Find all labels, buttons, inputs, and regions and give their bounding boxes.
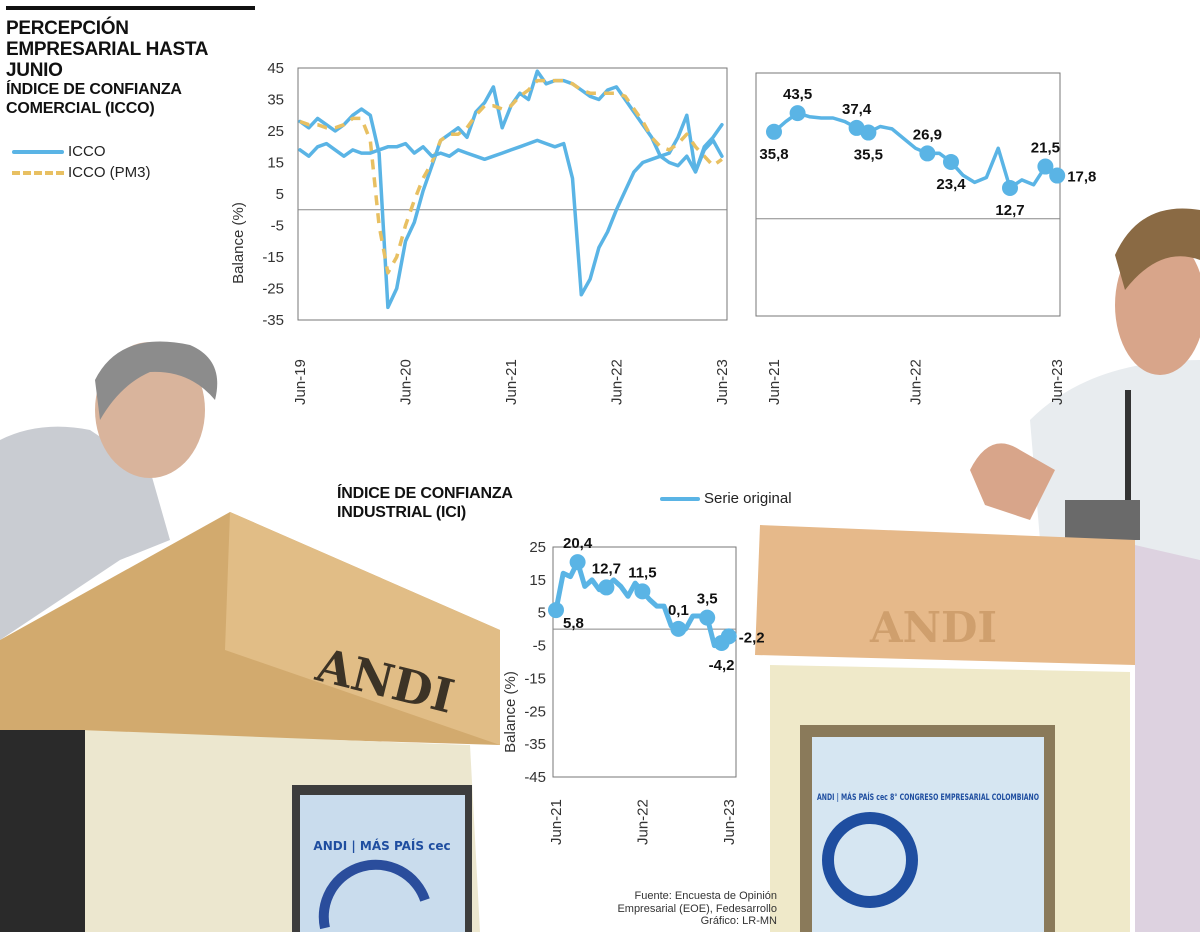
left-speaker-photo: ANDI ANDI | MÁS PAÍS cec (0, 341, 500, 932)
right-podium-logo: ANDI (869, 603, 997, 652)
data-point (860, 124, 877, 141)
y-tick-label: 5 (276, 186, 284, 203)
data-label: 20,4 (563, 535, 593, 552)
data-label: -2,2 (739, 629, 765, 646)
x-tick-label: Jun-22 (634, 799, 651, 845)
y-tick-label: -5 (533, 638, 546, 655)
x-tick-label: Jun-22 (608, 359, 625, 405)
y-tick-label: 15 (529, 572, 546, 589)
data-point (919, 145, 936, 162)
y-tick-label: -45 (524, 769, 546, 786)
data-point (766, 123, 782, 140)
x-tick-label: Jun-20 (397, 359, 414, 405)
y-axis-label: Balance (%) (230, 202, 247, 284)
x-tick-label: Jun-21 (503, 359, 520, 405)
data-label: 17,8 (1067, 169, 1096, 186)
y-tick-label: -25 (262, 281, 284, 298)
legend-ici: Serie original (660, 490, 792, 507)
right-podium-top (755, 525, 1135, 665)
source-line: Empresarial (EOE), Fedesarrollo (617, 902, 777, 915)
x-tick-label: Jun-21 (548, 799, 565, 845)
y-tick-label: -15 (524, 670, 546, 687)
y-axis-label: Balance (%) (502, 671, 519, 753)
source-line: Gráfico: LR-MN (700, 915, 777, 927)
legend-solid-swatch (12, 149, 64, 154)
data-label: 23,4 (936, 176, 966, 193)
data-label: 12,7 (995, 202, 1024, 219)
data-point (699, 609, 716, 626)
x-tick-label: Jun-21 (766, 359, 783, 405)
y-tick-label: 25 (529, 539, 546, 556)
data-point (943, 153, 959, 170)
y-tick-label: 35 (267, 92, 284, 109)
y-tick-label: 45 (267, 60, 284, 77)
data-point (1002, 179, 1018, 196)
legend-icco-pm3: ICCO (PM3) (12, 164, 151, 181)
data-label: 12,7 (592, 560, 621, 577)
y-tick-label: 5 (538, 605, 546, 622)
legend-label: ICCO (68, 143, 106, 160)
data-label: 0,1 (668, 602, 689, 619)
x-tick-label: Jun-23 (721, 799, 738, 845)
page-title: PERCEPCIÓN EMPRESARIAL HASTA JUNIO (6, 18, 208, 81)
ici-title: ÍNDICE DE CONFIANZA INDUSTRIAL (ICI) (337, 485, 513, 521)
legend-solid-swatch (660, 496, 700, 501)
data-label: 21,5 (1031, 140, 1060, 157)
series-line-icco-serie-2 (298, 138, 724, 297)
legend-label: ICCO (PM3) (68, 164, 151, 181)
data-label: 5,8 (563, 615, 584, 632)
legend-icco: ICCO (12, 143, 106, 160)
y-tick-label: -35 (262, 312, 284, 329)
y-tick-label: 25 (267, 123, 284, 140)
data-point (598, 579, 615, 596)
plot-frame (297, 67, 728, 321)
y-tick-label: -25 (524, 703, 546, 720)
x-tick-label: Jun-23 (714, 359, 731, 405)
y-tick-label: -15 (262, 249, 284, 266)
data-point (789, 105, 806, 122)
right-screen-logo: ANDI | MÁS PAÍS cec 8° CONGRESO EMPRESAR… (817, 791, 1039, 803)
x-tick-label: Jun-19 (292, 359, 309, 405)
icco-title: ÍNDICE DE CONFIANZA COMERCIAL (ICCO) (6, 81, 182, 117)
data-label: 3,5 (697, 591, 718, 608)
y-tick-label: 15 (267, 155, 284, 172)
x-tick-label: Jun-22 (908, 359, 925, 405)
title-rule (6, 6, 255, 10)
data-label: -4,2 (709, 657, 735, 674)
legend-dash-swatch (12, 170, 64, 175)
data-label: 11,5 (628, 564, 656, 581)
data-label: 26,9 (913, 126, 942, 143)
legend-label: Serie original (704, 490, 792, 507)
y-tick-label: -35 (524, 736, 546, 753)
data-point (634, 583, 651, 600)
data-label: 37,4 (842, 101, 872, 118)
data-point (720, 628, 737, 645)
data-point (548, 602, 564, 619)
data-point (569, 554, 586, 571)
right-speaker-photo: ANDI ANDI | MÁS PAÍS cec 8° CONGRESO EMP… (755, 208, 1200, 932)
source-line: Fuente: Encuesta de Opinión (634, 890, 777, 902)
source-note: Fuente: Encuesta de Opinión Empresarial … (617, 890, 777, 928)
series-line-icco-pm3- (299, 78, 723, 275)
data-point (670, 620, 687, 637)
data-label: 35,5 (854, 147, 883, 164)
data-point (1049, 167, 1066, 184)
left-screen-logo: ANDI | MÁS PAÍS cec (313, 838, 450, 853)
data-point (1037, 158, 1054, 175)
data-label: 43,5 (783, 86, 812, 103)
x-tick-label: Jun-23 (1049, 359, 1066, 405)
y-tick-label: -5 (271, 218, 284, 235)
data-label: 35,8 (759, 146, 788, 163)
